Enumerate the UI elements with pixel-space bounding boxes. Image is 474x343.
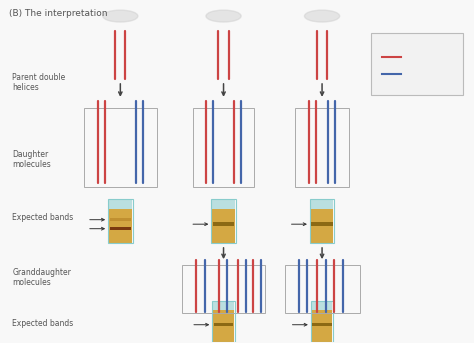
Bar (211, 199, 236, 243)
Bar (312, 310, 332, 342)
Bar (213, 310, 234, 342)
Text: Expected bands: Expected bands (12, 319, 73, 328)
Bar (109, 209, 132, 243)
Text: Daughter
molecules: Daughter molecules (12, 150, 51, 169)
Text: KEY: KEY (382, 43, 399, 51)
Bar (214, 323, 233, 327)
Text: Parent DNA ($^{15}$N): Parent DNA ($^{15}$N) (404, 52, 459, 62)
Bar (193, 108, 254, 187)
Ellipse shape (206, 10, 241, 22)
Bar (109, 218, 131, 221)
Ellipse shape (103, 10, 138, 22)
Text: Expected bands: Expected bands (12, 213, 73, 222)
Bar (311, 301, 333, 342)
Bar (182, 265, 264, 313)
Bar (212, 301, 235, 342)
Bar (312, 323, 332, 327)
Bar (109, 227, 131, 230)
Bar (312, 301, 332, 310)
Bar (109, 199, 132, 209)
Bar (213, 223, 234, 226)
Bar (311, 223, 333, 226)
Text: (B) The interpretation: (B) The interpretation (9, 9, 108, 18)
Text: Granddaughter
molecules: Granddaughter molecules (12, 268, 71, 287)
Bar (311, 209, 333, 243)
Bar (213, 301, 234, 310)
Bar (108, 199, 133, 243)
Bar (295, 108, 349, 187)
Bar (84, 108, 157, 187)
Bar (212, 199, 235, 209)
FancyBboxPatch shape (371, 33, 463, 95)
Bar (310, 199, 334, 243)
Bar (311, 199, 333, 209)
Bar (284, 265, 360, 313)
Text: New DNA ($^{14}$N): New DNA ($^{14}$N) (404, 69, 452, 79)
Ellipse shape (304, 10, 340, 22)
Text: Parent double
helices: Parent double helices (12, 73, 66, 92)
Bar (212, 209, 235, 243)
